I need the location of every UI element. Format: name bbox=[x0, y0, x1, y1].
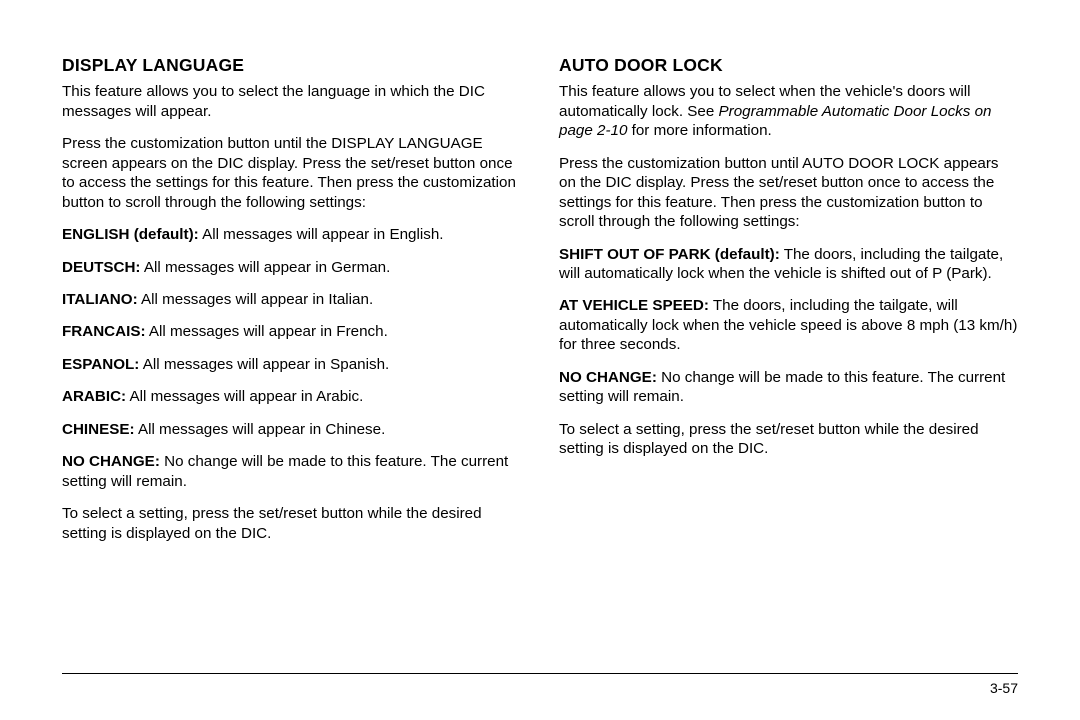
display-language-heading: DISPLAY LANGUAGE bbox=[62, 54, 521, 76]
footer-rule bbox=[62, 673, 1018, 674]
display-language-closing: To select a setting, press the set/reset… bbox=[62, 504, 521, 543]
left-column: DISPLAY LANGUAGE This feature allows you… bbox=[62, 54, 521, 650]
setting-arabic: ARABIC: All messages will appear in Arab… bbox=[62, 387, 521, 406]
display-language-intro: This feature allows you to select the la… bbox=[62, 82, 521, 121]
setting-chinese: CHINESE: All messages will appear in Chi… bbox=[62, 420, 521, 439]
setting-label: SHIFT OUT OF PARK (default): bbox=[559, 246, 780, 263]
setting-english: ENGLISH (default): All messages will app… bbox=[62, 225, 521, 244]
setting-deutsch: DEUTSCH: All messages will appear in Ger… bbox=[62, 258, 521, 277]
setting-espanol: ESPANOL: All messages will appear in Spa… bbox=[62, 355, 521, 374]
auto-door-lock-instructions: Press the customization button until AUT… bbox=[559, 154, 1018, 232]
setting-desc: All messages will appear in Spanish. bbox=[139, 356, 389, 373]
setting-label: FRANCAIS: bbox=[62, 323, 146, 340]
setting-francais: FRANCAIS: All messages will appear in Fr… bbox=[62, 322, 521, 341]
auto-door-lock-closing: To select a setting, press the set/reset… bbox=[559, 420, 1018, 459]
setting-desc: All messages will appear in Chinese. bbox=[135, 421, 386, 438]
intro-post: for more information. bbox=[627, 122, 771, 139]
display-language-instructions: Press the customization button until the… bbox=[62, 134, 521, 212]
setting-label: ITALIANO: bbox=[62, 291, 138, 308]
setting-desc: All messages will appear in Arabic. bbox=[126, 388, 363, 405]
setting-label: NO CHANGE: bbox=[559, 369, 657, 386]
setting-desc: All messages will appear in English. bbox=[199, 226, 444, 243]
auto-door-lock-intro: This feature allows you to select when t… bbox=[559, 82, 1018, 140]
right-column: AUTO DOOR LOCK This feature allows you t… bbox=[559, 54, 1018, 650]
setting-label: ARABIC: bbox=[62, 388, 126, 405]
setting-desc: All messages will appear in French. bbox=[146, 323, 388, 340]
setting-label: AT VEHICLE SPEED: bbox=[559, 297, 709, 314]
setting-label: ESPANOL: bbox=[62, 356, 139, 373]
setting-desc: All messages will appear in Italian. bbox=[138, 291, 374, 308]
setting-label: CHINESE: bbox=[62, 421, 135, 438]
setting-at-vehicle-speed: AT VEHICLE SPEED: The doors, including t… bbox=[559, 296, 1018, 354]
setting-label: DEUTSCH: bbox=[62, 259, 140, 276]
setting-no-change-right: NO CHANGE: No change will be made to thi… bbox=[559, 368, 1018, 407]
setting-shift-out-of-park: SHIFT OUT OF PARK (default): The doors, … bbox=[559, 245, 1018, 284]
setting-label: ENGLISH (default): bbox=[62, 226, 199, 243]
setting-desc: All messages will appear in German. bbox=[140, 259, 390, 276]
setting-italiano: ITALIANO: All messages will appear in It… bbox=[62, 290, 521, 309]
auto-door-lock-heading: AUTO DOOR LOCK bbox=[559, 54, 1018, 76]
setting-no-change: NO CHANGE: No change will be made to thi… bbox=[62, 452, 521, 491]
page-number: 3-57 bbox=[990, 680, 1018, 696]
setting-label: NO CHANGE: bbox=[62, 453, 160, 470]
page-content: DISPLAY LANGUAGE This feature allows you… bbox=[62, 54, 1018, 650]
